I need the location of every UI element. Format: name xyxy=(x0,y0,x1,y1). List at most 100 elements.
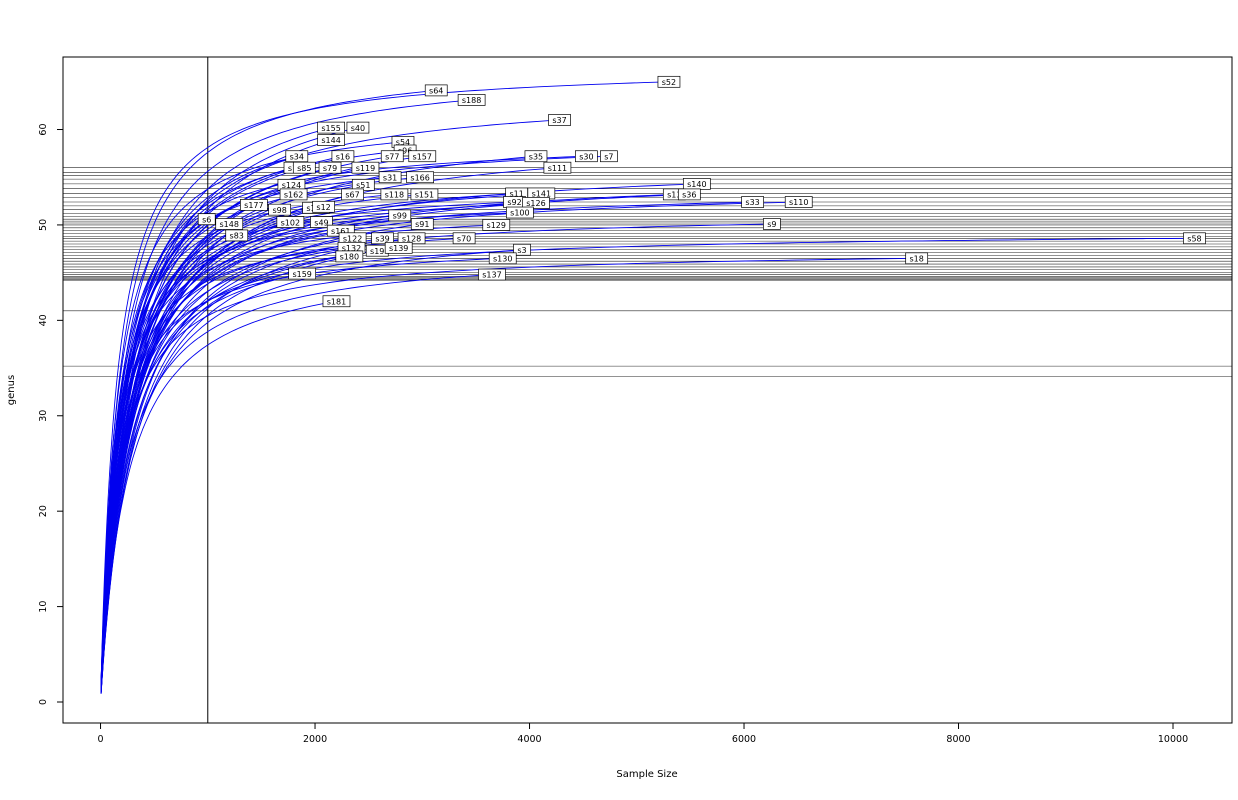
label-box xyxy=(482,219,511,231)
label-box xyxy=(346,121,370,134)
curve-label-s162: s162 xyxy=(279,188,308,201)
curve-label-s130: s130 xyxy=(488,252,517,265)
y-tick-label: 50 xyxy=(38,219,49,231)
curve-label-s118: s118 xyxy=(380,188,409,201)
label-text: s67 xyxy=(345,191,359,200)
label-box xyxy=(1183,232,1206,245)
curve-label-s188: s188 xyxy=(457,94,486,106)
label-box xyxy=(331,150,355,163)
curve-label-s31: s31 xyxy=(378,171,402,184)
label-box xyxy=(543,161,572,174)
x-tick-label: 4000 xyxy=(517,734,541,745)
curve-s70 xyxy=(100,237,465,687)
curve-label-s126: s126 xyxy=(522,197,550,209)
label-box xyxy=(548,114,571,126)
curve-label-s36: s36 xyxy=(677,188,701,201)
curve-label-s49: s49 xyxy=(310,216,333,228)
label-box xyxy=(225,229,249,242)
curve-label-s35: s35 xyxy=(524,150,548,163)
curve-label-s3: s3 xyxy=(513,243,531,256)
curve-label-s64: s64 xyxy=(424,84,448,97)
label-box xyxy=(378,171,402,184)
label-text: s7 xyxy=(604,152,613,161)
label-box xyxy=(335,250,364,263)
label-text: s126 xyxy=(526,199,545,208)
label-text: s128 xyxy=(402,234,421,243)
y-tick-label: 40 xyxy=(38,314,49,326)
curve-label-s18: s18 xyxy=(905,252,929,265)
label-text: s161 xyxy=(331,227,350,236)
label-text: s140 xyxy=(687,180,706,189)
curve-label-s151: s151 xyxy=(410,188,439,201)
label-box xyxy=(341,188,364,201)
curve-label-s98: s98 xyxy=(268,203,291,216)
curve-label-s67: s67 xyxy=(341,188,364,201)
x-tick-label: 0 xyxy=(98,734,104,745)
label-box xyxy=(312,200,335,213)
curve-label-s91: s91 xyxy=(410,218,434,230)
label-text: s111 xyxy=(548,164,567,173)
label-box xyxy=(410,188,439,201)
label-text: s49 xyxy=(314,218,328,227)
curve-s140 xyxy=(100,183,697,692)
label-box xyxy=(905,252,929,265)
curve-label-s30: s30 xyxy=(575,150,598,163)
curve-s52 xyxy=(100,81,669,682)
curve-s9 xyxy=(100,223,772,689)
curve-label-s77: s77 xyxy=(380,150,404,163)
label-text: s188 xyxy=(462,96,481,105)
plot-box xyxy=(62,56,1233,724)
label-box xyxy=(575,150,598,163)
label-box xyxy=(351,161,380,174)
label-text: s58 xyxy=(1187,234,1201,243)
x-tick-label: 6000 xyxy=(732,734,756,745)
x-axis-title: Sample Size xyxy=(616,769,677,780)
label-text: s124 xyxy=(282,181,301,190)
label-box xyxy=(763,218,781,230)
curve-s159 xyxy=(100,273,303,691)
label-box xyxy=(506,206,534,219)
curve-label-s9: s9 xyxy=(763,218,781,230)
curve-label-s129: s129 xyxy=(482,219,511,231)
label-text: s155 xyxy=(321,124,340,133)
label-text: s34 xyxy=(290,152,304,161)
label-text: s11 xyxy=(509,190,523,199)
label-text: s151 xyxy=(415,191,434,200)
label-text: s3 xyxy=(517,246,526,255)
label-text: s132 xyxy=(342,244,361,253)
label-text: s177 xyxy=(244,201,263,210)
horizontal-reference-lines xyxy=(63,167,1232,377)
label-box xyxy=(276,216,305,228)
x-tick-label: 10000 xyxy=(1158,734,1188,745)
curve-label-s37: s37 xyxy=(548,114,571,126)
label-box xyxy=(322,295,351,308)
label-box xyxy=(388,209,412,222)
label-box xyxy=(524,150,548,163)
rarefaction-curves xyxy=(100,81,1195,694)
curve-label-s99: s99 xyxy=(388,209,412,222)
label-box xyxy=(452,232,476,245)
label-box xyxy=(408,150,437,163)
label-text: s51 xyxy=(356,181,370,190)
curve-label-s148: s148 xyxy=(215,218,244,230)
label-box xyxy=(215,218,244,230)
curve-label-s110: s110 xyxy=(784,196,813,208)
label-box xyxy=(410,218,434,230)
curve-label-s58: s58 xyxy=(1183,232,1206,245)
curve-s110 xyxy=(100,201,799,691)
y-axis-title: genus xyxy=(6,375,17,405)
curve-label-s102: s102 xyxy=(276,216,305,228)
label-text: s64 xyxy=(429,87,443,96)
curve-s58 xyxy=(100,237,1195,689)
label-text: s52 xyxy=(662,78,676,87)
label-box xyxy=(406,171,434,184)
curve-s137 xyxy=(100,274,493,693)
curve-s181 xyxy=(100,300,337,694)
label-text: s137 xyxy=(482,271,501,280)
label-box xyxy=(288,267,317,280)
label-box xyxy=(285,150,309,163)
curve-label-s111: s111 xyxy=(543,161,572,174)
label-text: s33 xyxy=(745,198,759,207)
